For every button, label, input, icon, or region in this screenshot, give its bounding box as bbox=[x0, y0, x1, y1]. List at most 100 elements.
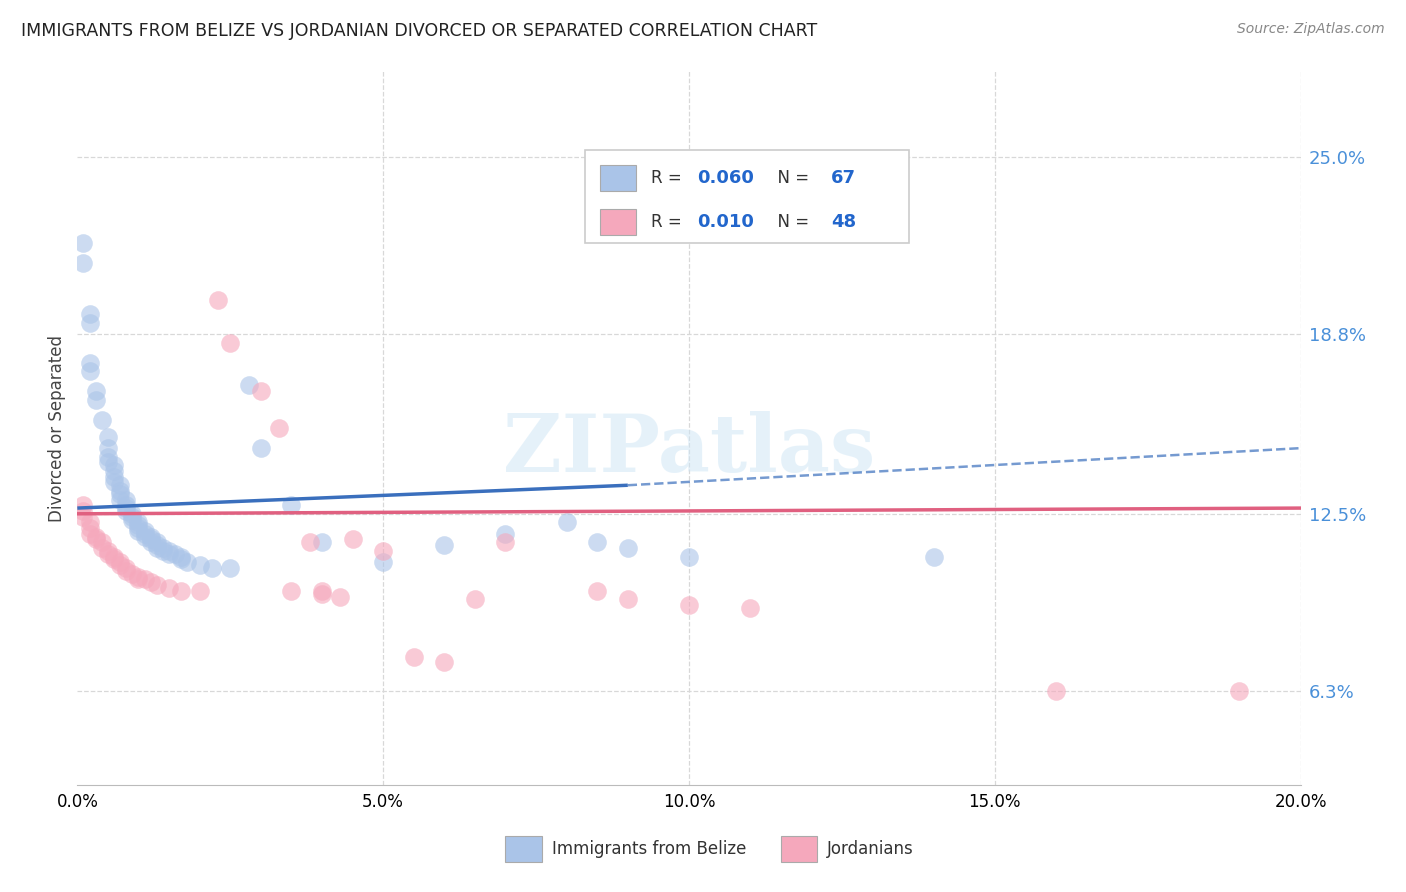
Point bbox=[127, 524, 149, 538]
Point bbox=[170, 583, 193, 598]
Point bbox=[72, 509, 94, 524]
Text: 0.060: 0.060 bbox=[697, 169, 755, 186]
Point bbox=[79, 521, 101, 535]
Point bbox=[433, 538, 456, 552]
Point bbox=[127, 521, 149, 535]
Text: 67: 67 bbox=[831, 169, 856, 186]
Point bbox=[121, 509, 143, 524]
Point bbox=[72, 498, 94, 512]
Point bbox=[139, 575, 162, 590]
Point bbox=[97, 450, 120, 464]
Point bbox=[311, 583, 333, 598]
Point bbox=[79, 307, 101, 321]
Point bbox=[586, 583, 609, 598]
Point bbox=[121, 512, 143, 526]
Point bbox=[79, 526, 101, 541]
Point bbox=[219, 335, 242, 350]
Point bbox=[329, 590, 352, 604]
FancyBboxPatch shape bbox=[585, 150, 910, 243]
Point bbox=[115, 492, 138, 507]
Point bbox=[165, 547, 187, 561]
Point bbox=[127, 518, 149, 533]
FancyBboxPatch shape bbox=[506, 837, 543, 862]
Point bbox=[280, 583, 302, 598]
Point bbox=[108, 492, 131, 507]
Point bbox=[79, 516, 101, 530]
Point bbox=[433, 655, 456, 669]
Point bbox=[617, 592, 640, 607]
Point bbox=[139, 535, 162, 549]
Point bbox=[152, 541, 174, 555]
Point bbox=[121, 507, 143, 521]
Point bbox=[280, 498, 302, 512]
Point bbox=[371, 555, 394, 569]
Point bbox=[84, 392, 107, 407]
Point bbox=[139, 530, 162, 544]
Point bbox=[115, 561, 138, 575]
Point bbox=[201, 561, 224, 575]
Point bbox=[495, 535, 517, 549]
Text: ZIPatlas: ZIPatlas bbox=[503, 410, 875, 489]
Point bbox=[238, 378, 260, 392]
FancyBboxPatch shape bbox=[599, 210, 637, 235]
Point bbox=[188, 583, 211, 598]
Point bbox=[127, 516, 149, 530]
Point bbox=[90, 412, 112, 426]
Point bbox=[79, 364, 101, 378]
Text: Source: ZipAtlas.com: Source: ZipAtlas.com bbox=[1237, 22, 1385, 37]
Point bbox=[219, 561, 242, 575]
Point bbox=[108, 558, 131, 573]
Text: N =: N = bbox=[768, 169, 814, 186]
Point bbox=[311, 535, 333, 549]
Point bbox=[115, 498, 138, 512]
Text: Jordanians: Jordanians bbox=[827, 840, 914, 858]
Point bbox=[922, 549, 945, 564]
Point bbox=[108, 487, 131, 501]
Y-axis label: Divorced or Separated: Divorced or Separated bbox=[48, 334, 66, 522]
Point bbox=[134, 530, 156, 544]
Point bbox=[146, 538, 169, 552]
Point bbox=[90, 541, 112, 555]
Point bbox=[103, 458, 125, 473]
Text: 0.010: 0.010 bbox=[697, 213, 755, 231]
Point bbox=[72, 235, 94, 250]
Text: IMMIGRANTS FROM BELIZE VS JORDANIAN DIVORCED OR SEPARATED CORRELATION CHART: IMMIGRANTS FROM BELIZE VS JORDANIAN DIVO… bbox=[21, 22, 817, 40]
Point bbox=[103, 549, 125, 564]
Point bbox=[250, 384, 273, 398]
Point bbox=[108, 483, 131, 498]
Point bbox=[269, 421, 291, 435]
Point bbox=[84, 530, 107, 544]
Point bbox=[152, 544, 174, 558]
Point bbox=[115, 504, 138, 518]
Point bbox=[72, 504, 94, 518]
Point bbox=[678, 549, 700, 564]
Point bbox=[617, 541, 640, 555]
Point bbox=[170, 549, 193, 564]
Point bbox=[108, 555, 131, 569]
Point bbox=[134, 526, 156, 541]
Point bbox=[127, 573, 149, 587]
Point bbox=[103, 464, 125, 478]
Point bbox=[97, 441, 120, 455]
Point bbox=[1045, 683, 1067, 698]
Point bbox=[108, 478, 131, 492]
Point bbox=[1229, 683, 1251, 698]
FancyBboxPatch shape bbox=[599, 165, 637, 191]
Point bbox=[97, 455, 120, 469]
Point bbox=[495, 526, 517, 541]
Point bbox=[678, 598, 700, 612]
Point bbox=[127, 569, 149, 583]
Point bbox=[84, 533, 107, 547]
Text: 48: 48 bbox=[831, 213, 856, 231]
Point bbox=[84, 384, 107, 398]
Point bbox=[146, 541, 169, 555]
Point bbox=[586, 535, 609, 549]
Point bbox=[134, 573, 156, 587]
Point bbox=[402, 649, 425, 664]
Point bbox=[72, 255, 94, 269]
FancyBboxPatch shape bbox=[780, 837, 817, 862]
Point bbox=[170, 552, 193, 566]
Point bbox=[97, 547, 120, 561]
Point bbox=[146, 535, 169, 549]
Point bbox=[115, 564, 138, 578]
